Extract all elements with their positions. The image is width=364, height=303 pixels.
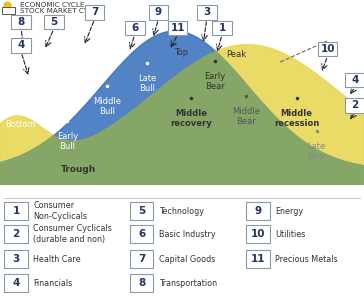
FancyBboxPatch shape: [130, 250, 153, 268]
FancyBboxPatch shape: [2, 7, 15, 14]
Text: Health Care: Health Care: [33, 255, 81, 264]
Text: Late
Bull: Late Bull: [138, 74, 157, 93]
Text: 8: 8: [138, 278, 145, 288]
Text: Middle
Bull: Middle Bull: [94, 97, 121, 116]
Text: 1: 1: [218, 23, 226, 33]
Text: 1: 1: [12, 206, 20, 216]
Text: 5: 5: [138, 206, 145, 216]
FancyBboxPatch shape: [130, 202, 153, 220]
Text: Capital Goods: Capital Goods: [159, 255, 215, 264]
Text: 4: 4: [17, 40, 25, 50]
FancyBboxPatch shape: [85, 5, 104, 20]
Text: Late
Bear: Late Bear: [307, 142, 327, 161]
Text: Energy: Energy: [275, 207, 303, 216]
Text: Top: Top: [174, 48, 188, 58]
FancyBboxPatch shape: [4, 274, 28, 292]
FancyBboxPatch shape: [11, 38, 31, 52]
Text: Bottom: Bottom: [5, 120, 35, 129]
Text: Trough: Trough: [61, 165, 96, 174]
FancyBboxPatch shape: [130, 274, 153, 292]
FancyBboxPatch shape: [149, 5, 168, 20]
Text: 3: 3: [12, 254, 20, 265]
Text: Consumer Cyclicals
(durable and non): Consumer Cyclicals (durable and non): [33, 225, 112, 244]
FancyBboxPatch shape: [212, 21, 232, 35]
Text: Early
Bull: Early Bull: [57, 132, 78, 151]
FancyBboxPatch shape: [318, 42, 337, 56]
Text: 2: 2: [12, 229, 20, 239]
Text: Middle
Bear: Middle Bear: [232, 107, 260, 126]
Text: Consumer
Non-Cyclicals: Consumer Non-Cyclicals: [33, 201, 87, 221]
Text: Early
Bear: Early Bear: [204, 72, 225, 91]
FancyBboxPatch shape: [11, 15, 31, 29]
Text: 6: 6: [138, 229, 145, 239]
FancyBboxPatch shape: [345, 73, 364, 88]
Text: 10: 10: [251, 229, 265, 239]
Text: 7: 7: [138, 254, 145, 265]
FancyBboxPatch shape: [246, 202, 270, 220]
Text: 9: 9: [254, 206, 262, 216]
Text: 8: 8: [17, 17, 25, 27]
Text: 3: 3: [203, 7, 210, 17]
Text: Basic Industry: Basic Industry: [159, 230, 215, 239]
FancyBboxPatch shape: [125, 21, 145, 35]
Text: Financials: Financials: [33, 279, 72, 288]
FancyBboxPatch shape: [246, 250, 270, 268]
Text: 11: 11: [170, 23, 185, 33]
Text: 4: 4: [12, 278, 20, 288]
Text: Middle
recession: Middle recession: [274, 108, 319, 128]
Text: ECONOMIC CYCLE: ECONOMIC CYCLE: [20, 2, 84, 8]
Text: Utilities: Utilities: [275, 230, 305, 239]
Text: Peak: Peak: [226, 50, 246, 59]
Text: STOCK MARKET CYCLE: STOCK MARKET CYCLE: [20, 8, 102, 14]
Text: Precious Metals: Precious Metals: [275, 255, 338, 264]
Text: Technology: Technology: [159, 207, 204, 216]
FancyBboxPatch shape: [44, 15, 64, 29]
Text: Transportation: Transportation: [159, 279, 217, 288]
Text: 10: 10: [320, 44, 335, 54]
FancyBboxPatch shape: [130, 225, 153, 243]
Text: 9: 9: [155, 7, 162, 17]
FancyBboxPatch shape: [168, 21, 187, 35]
Text: 11: 11: [251, 254, 265, 265]
FancyBboxPatch shape: [246, 225, 270, 243]
FancyBboxPatch shape: [197, 5, 217, 20]
FancyBboxPatch shape: [345, 98, 364, 113]
FancyBboxPatch shape: [4, 225, 28, 243]
Text: 6: 6: [131, 23, 138, 33]
Text: 7: 7: [91, 7, 98, 17]
FancyBboxPatch shape: [4, 202, 28, 220]
Text: Middle
recovery: Middle recovery: [170, 108, 212, 128]
Text: 2: 2: [351, 101, 359, 111]
Text: 5: 5: [50, 17, 58, 27]
FancyBboxPatch shape: [4, 250, 28, 268]
Text: 4: 4: [351, 75, 359, 85]
